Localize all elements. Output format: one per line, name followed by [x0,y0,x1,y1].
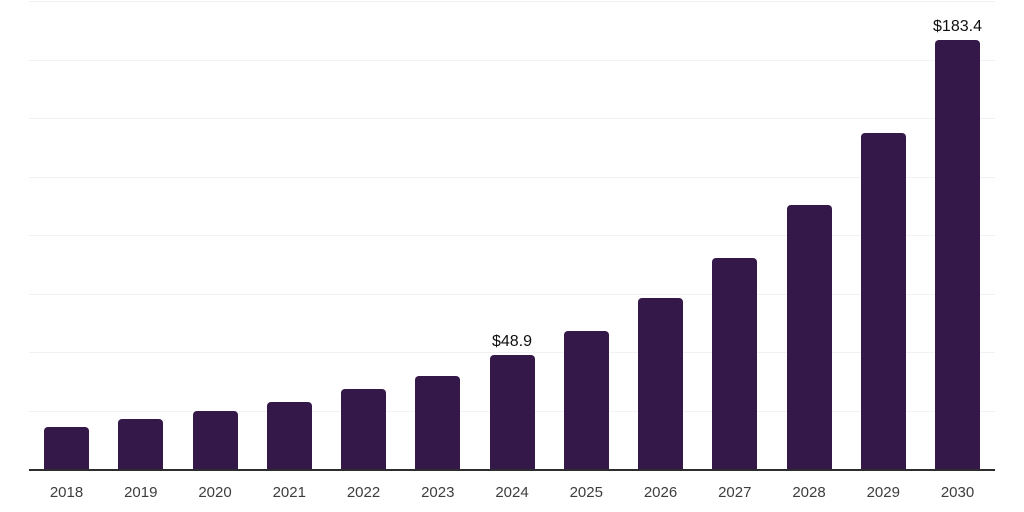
x-axis-tick-label-2018: 2018 [49,484,84,501]
x-axis-tick-label-2025: 2025 [569,484,603,501]
bar-2023[interactable] [415,376,461,469]
bar-2028[interactable] [786,205,832,469]
gridline [29,235,995,236]
x-axis-tick-label-2023: 2023 [421,484,455,501]
bar-2030[interactable] [935,39,980,469]
bar-value-label-2024: $48.9 [491,332,533,350]
gridline [29,352,995,353]
x-axis-tick-label-2026: 2026 [643,484,678,501]
x-axis-tick-label-2020: 2020 [198,484,232,501]
x-axis-tick-label-2019: 2019 [124,484,158,501]
x-axis-tick-label-2022: 2022 [346,484,381,501]
x-axis-tick-label-2021: 2021 [272,484,306,501]
bar-2020[interactable] [192,411,238,469]
bar-2018[interactable] [44,426,89,469]
x-axis-tick-label-2024: 2024 [495,484,529,501]
bar-2026[interactable] [638,298,683,469]
x-axis-tick-label-2027: 2027 [718,484,752,501]
gridline [29,59,995,61]
x-axis-tick-label-2030: 2030 [940,484,975,501]
bar-value-label-2030: $183.4 [933,17,982,35]
bar-2022[interactable] [341,388,386,469]
bar-2025[interactable] [563,330,609,469]
bar-2027[interactable] [712,258,758,469]
x-axis-tick-label-2029: 2029 [866,484,900,501]
gridline [29,293,995,295]
x-axis-line [29,469,995,471]
bar-2029[interactable] [860,132,906,469]
gridline [29,176,995,178]
gridline [29,1,995,2]
bar-2019[interactable] [118,418,164,469]
x-axis-tick-label-2028: 2028 [792,484,826,501]
plot-area: 2018 2019 2020 2021 2022 2023 $48.9 2024 2025 202… [29,0,995,512]
bar-2021[interactable] [266,401,312,469]
bar-2024[interactable] [489,354,535,469]
gridline [29,118,995,119]
